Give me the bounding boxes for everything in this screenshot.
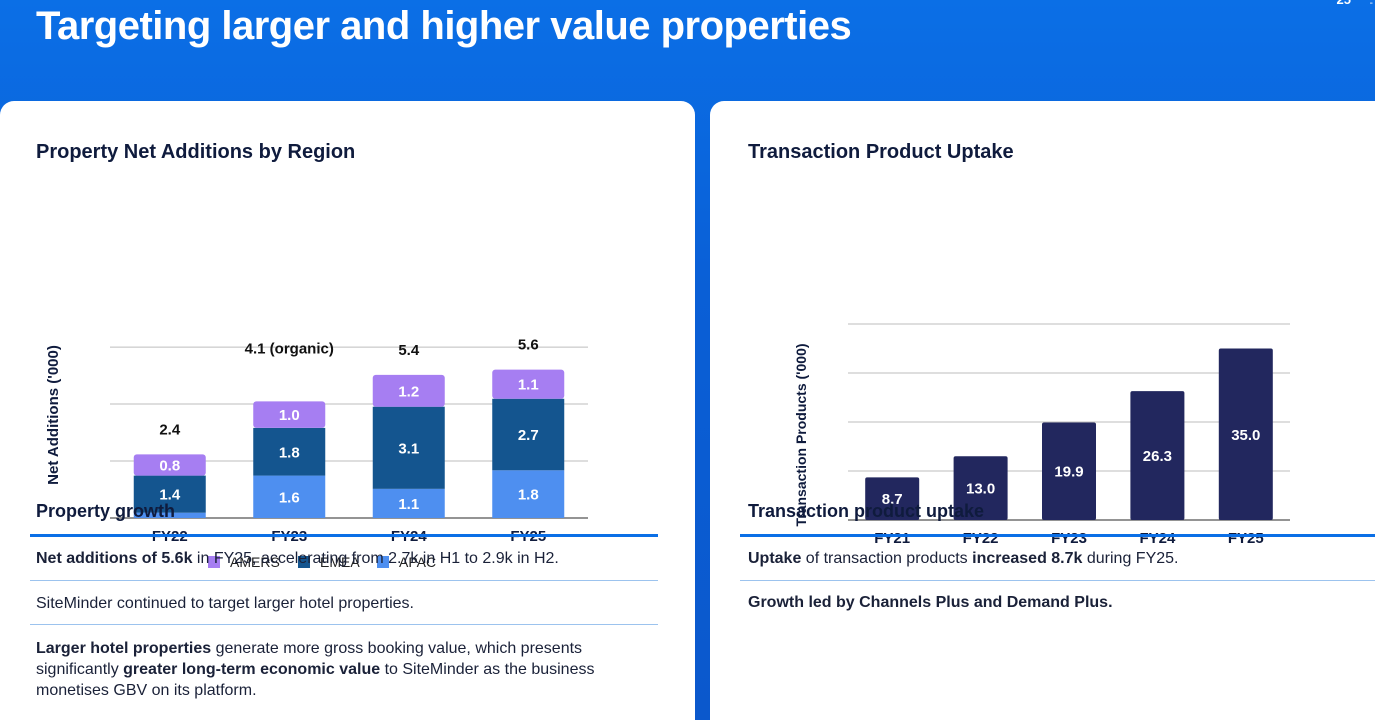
net-additions-chart: 1.4 0.8 1.6 1.8 1.0 1.1 3.1 1.2 1.8 2.7 1.1 2.4 4.1…	[45, 337, 588, 570]
right-chart-title: Transaction Product Uptake	[748, 141, 1014, 163]
legend-label: AMERS	[230, 554, 280, 570]
bar-fy22	[953, 456, 1008, 520]
data-label: 13.0	[966, 481, 995, 498]
legend-swatch-apac	[377, 556, 389, 568]
bar-amers-fy25	[492, 369, 565, 399]
total-label: 5.4	[398, 342, 420, 359]
legend-label: APAC	[399, 554, 436, 570]
bar-amers-fy22	[133, 454, 206, 476]
bar-emea-fy25	[492, 398, 565, 471]
bar-apac-fy24	[372, 488, 445, 518]
bar-fy25	[1218, 348, 1273, 520]
bar-amers-fy23	[253, 401, 326, 428]
bar-emea-fy24	[372, 406, 445, 489]
x-tick-label: FY25	[1228, 530, 1264, 547]
bullet-divider	[740, 580, 1375, 581]
bullet-larger-properties: SiteMinder continued to target larger ho…	[36, 595, 414, 612]
left-chart-title: Property Net Additions by Region	[36, 141, 356, 163]
data-label: 3.1	[398, 440, 419, 457]
legend-swatch-emea	[298, 556, 310, 568]
x-tick-label: FY22	[963, 530, 999, 547]
total-label: 5.6	[518, 337, 539, 354]
bullet-divider	[30, 580, 658, 581]
left-y-axis-label: Net Additions ('000)	[45, 345, 62, 485]
x-tick-label: FY24	[1139, 530, 1176, 547]
property-growth-heading: Property growth	[36, 501, 176, 521]
bar-emea-fy23	[253, 427, 326, 476]
page-title: Targeting larger and higher value proper…	[36, 4, 852, 48]
data-label: 1.4	[159, 487, 181, 504]
bar-apac-fy25	[492, 470, 565, 518]
bar-fy21	[865, 477, 920, 520]
transaction-uptake-heading: Transaction product uptake	[748, 501, 985, 521]
data-label: 1.6	[279, 489, 300, 506]
data-label: 26.3	[1143, 448, 1172, 465]
total-label: 2.4	[159, 421, 181, 438]
data-label: 1.8	[279, 444, 300, 461]
data-label: 19.9	[1054, 464, 1083, 481]
bullet-economic-value: Larger hotel properties generate more gr…	[36, 640, 595, 699]
x-tick-label: FY21	[874, 530, 910, 547]
right-card: Transaction Product Uptake 8.7 13.0 19.9 26…	[710, 101, 1375, 720]
data-label: 1.8	[518, 487, 539, 504]
bullet-net-additions: Net additions of 5.6k in FY25, accelerat…	[36, 550, 559, 567]
heading-rule	[30, 534, 658, 537]
bar-apac-fy23	[253, 475, 326, 518]
data-label: 1.1	[398, 496, 419, 513]
bar-apac-fy22	[133, 512, 206, 518]
bullet-growth-led: Growth led by Channels Plus and Demand P…	[748, 594, 1113, 611]
heading-rule	[740, 534, 1375, 537]
x-tick-label: FY23	[1051, 530, 1087, 547]
transaction-uptake-chart: 8.7 13.0 19.9 26.3 35.0 FY21 FY22 FY23 FY24 FY25…	[793, 323, 1290, 547]
bar-emea-fy22	[133, 475, 206, 513]
legend-swatch-amers	[208, 556, 220, 568]
left-card: Property Net Additions by Region 1.4 0.8 1…	[0, 101, 695, 720]
data-label: 0.8	[159, 458, 180, 475]
right-y-axis-label: Transaction Products ('000)	[793, 343, 809, 526]
bar-amers-fy24	[372, 374, 445, 407]
legend-label: EMEA	[320, 554, 360, 570]
data-label: 8.7	[882, 491, 903, 508]
bar-fy24	[1130, 391, 1185, 520]
bar-fy23	[1042, 422, 1096, 520]
total-label: 4.1 (organic)	[245, 340, 334, 357]
data-label: 2.7	[518, 427, 539, 444]
data-label: 1.2	[398, 383, 419, 400]
data-label: 1.1	[518, 377, 539, 394]
data-label: 1.0	[279, 407, 300, 424]
data-label: 35.0	[1231, 427, 1260, 444]
page-number: 25	[1337, 0, 1351, 7]
bullet-uptake: Uptake of transaction products increased…	[748, 550, 1179, 567]
page-mark: -	[1369, 0, 1373, 9]
bullet-divider	[30, 624, 658, 625]
